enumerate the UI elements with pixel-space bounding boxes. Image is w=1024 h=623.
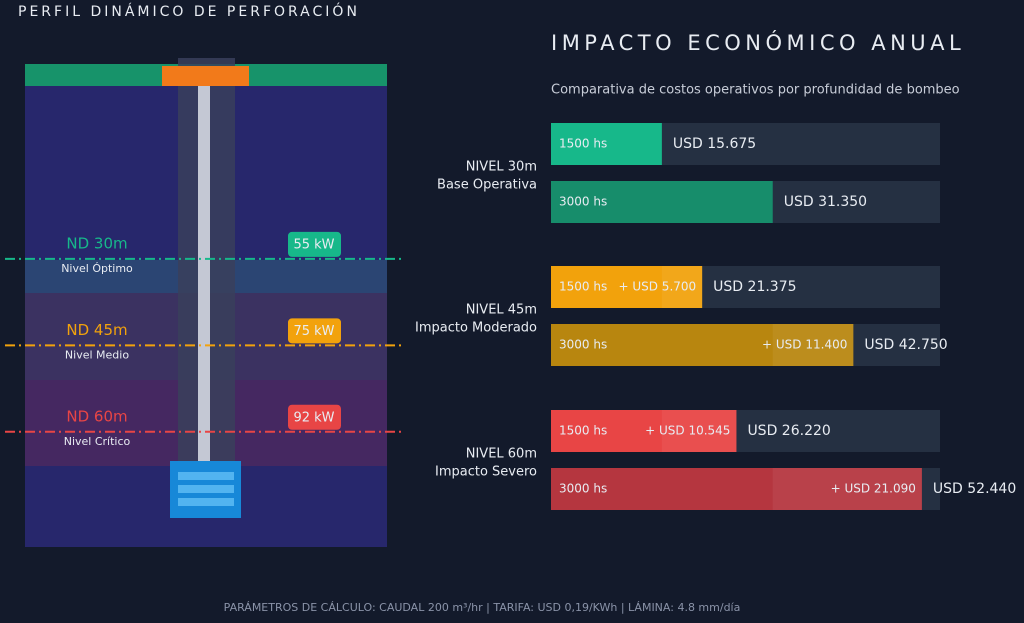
hours-label: 3000 hs [559, 482, 607, 496]
power-label: 75 kW [293, 324, 334, 339]
bar [551, 181, 773, 223]
value-label: USD 42.750 [864, 337, 947, 353]
delta-label: + USD 21.090 [831, 482, 916, 496]
chart-title: IMPACTO ECONÓMICO ANUAL [551, 30, 965, 55]
hours-label: 1500 hs [559, 137, 607, 151]
group-name: NIVEL 30m [466, 160, 537, 175]
group-name: NIVEL 60m [466, 447, 537, 462]
pump-stripe [178, 498, 234, 506]
power-label: 55 kW [293, 237, 334, 252]
delta-segment [661, 410, 737, 452]
delta-segment [772, 324, 854, 366]
delta-segment [661, 266, 703, 308]
hours-label: 3000 hs [559, 338, 607, 352]
level-sub: Nivel Medio [65, 348, 129, 361]
well-title: PERFIL DINÁMICO DE PERFORACIÓN [18, 2, 360, 20]
group-note: Impacto Moderado [415, 321, 537, 336]
chart-subtitle: Comparativa de costos operativos por pro… [551, 83, 960, 98]
power-badge [288, 318, 341, 344]
level-sub: Nivel Crítico [64, 435, 131, 448]
pump-stripe [178, 485, 234, 493]
level-label: ND 60m [66, 407, 127, 425]
level-label: ND 30m [66, 234, 127, 252]
value-label: USD 21.375 [713, 279, 796, 295]
delta-label: + USD 5.700 [618, 280, 696, 294]
hours-label: 3000 hs [559, 195, 607, 209]
delta-label: + USD 11.400 [762, 338, 847, 352]
well-levels: ND 30m Nivel Óptimo 55 kW ND 45m Nivel Medio… [5, 231, 405, 448]
footer: PARÁMETROS DE CÁLCULO: CAUDAL 200 m³/hr … [224, 601, 741, 614]
delta-segment [772, 468, 922, 510]
group-note: Base Operativa [437, 178, 537, 193]
level-sub: Nivel Óptimo [61, 262, 133, 275]
bar [551, 410, 737, 452]
group-name: NIVEL 45m [466, 303, 537, 318]
pump-stripe [178, 472, 234, 480]
bar [551, 324, 854, 366]
hours-label: 1500 hs [559, 280, 607, 294]
level-label: ND 45m [66, 321, 127, 339]
delta-label: + USD 10.545 [645, 424, 730, 438]
power-label: 92 kW [293, 410, 334, 425]
power-badge [288, 231, 341, 257]
value-label: USD 15.675 [673, 136, 756, 152]
bar [551, 468, 922, 510]
value-label: USD 52.440 [933, 481, 1016, 497]
bar [551, 266, 703, 308]
bars: NIVEL 30m Base Operativa 1500 hs USD 15.675… [415, 123, 1016, 510]
bar [551, 123, 662, 165]
value-label: USD 31.350 [784, 194, 867, 210]
wellhead [162, 66, 249, 86]
hours-label: 1500 hs [559, 424, 607, 438]
power-badge [288, 404, 341, 430]
value-label: USD 26.220 [747, 423, 830, 439]
pipe [198, 66, 210, 462]
group-note: Impacto Severo [435, 465, 537, 480]
